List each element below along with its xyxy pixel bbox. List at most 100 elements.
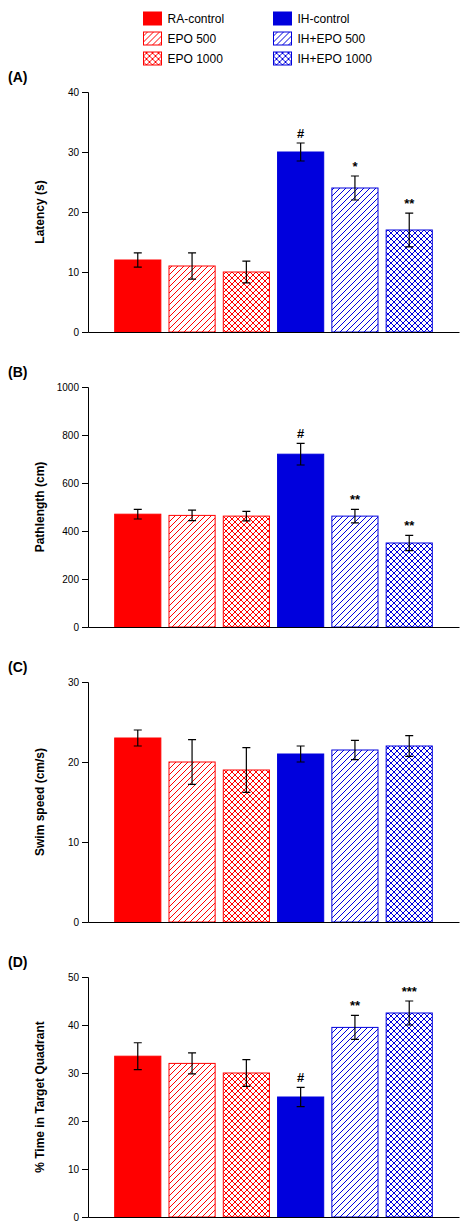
legend-swatch <box>274 52 292 65</box>
legend-label: IH-control <box>298 12 350 26</box>
legend-label: IH+EPO 1000 <box>298 52 373 66</box>
y-tick: 20 <box>68 757 88 768</box>
error-bar <box>188 1053 196 1074</box>
legend-label: RA-control <box>168 12 225 26</box>
panel-title: (C) <box>8 659 27 675</box>
y-axis-line <box>82 93 89 333</box>
bar <box>223 516 269 627</box>
plot-area <box>115 443 433 627</box>
y-tick-label: 0 <box>73 917 79 928</box>
y-tick: 600 <box>62 478 88 489</box>
panel: #***010203040Latency (s)(A) <box>8 69 460 338</box>
y-tick-mark <box>82 682 88 683</box>
y-label: Pathlength (cm) <box>33 462 47 553</box>
y-label: Swim speed (cm/s) <box>33 748 47 856</box>
bar <box>115 738 161 922</box>
y-tick-mark <box>82 483 88 484</box>
y-axis-line <box>82 683 89 923</box>
panel: 0102030Swim speed (cm/s)(C) <box>8 659 460 928</box>
y-axis-line <box>82 978 89 1218</box>
x-axis-line <box>89 332 460 333</box>
y-tick-label: 40 <box>68 1020 80 1031</box>
y-tick: 200 <box>62 574 88 585</box>
y-tick: 50 <box>68 972 88 983</box>
x-axis-line <box>89 922 460 923</box>
error-bar <box>188 510 196 521</box>
y-tick-label: 10 <box>68 1164 80 1175</box>
y-tick-label: 40 <box>68 87 80 98</box>
y-tick: 0 <box>73 1212 88 1223</box>
panel: #*****01020304050% Time in Target Quadra… <box>8 954 460 1223</box>
y-tick-mark <box>82 977 88 978</box>
bar <box>332 1027 378 1217</box>
y-tick-mark <box>82 922 88 923</box>
error-bar <box>405 1001 413 1025</box>
error-bar <box>297 143 305 161</box>
y-axis: 0102030 <box>68 677 89 928</box>
y-tick-mark <box>82 212 88 213</box>
y-tick-label: 30 <box>68 1068 80 1079</box>
panel-title: (A) <box>8 69 27 85</box>
error-bar <box>134 1043 142 1070</box>
annotation: # <box>297 426 305 441</box>
y-tick-label: 0 <box>73 1212 79 1223</box>
bar <box>278 1097 324 1217</box>
bar <box>115 514 161 627</box>
y-tick-mark <box>82 152 88 153</box>
x-axis <box>89 332 460 334</box>
legend-item: IH+EPO 1000 <box>274 52 373 66</box>
bar <box>332 516 378 627</box>
legend-swatch <box>144 12 162 25</box>
chart: #***010203040Latency (s)(A)RA-controlEPO… <box>0 0 474 1227</box>
y-tick: 30 <box>68 677 88 688</box>
y-tick-label: 30 <box>68 147 80 158</box>
y-tick-mark <box>82 1217 88 1218</box>
y-tick-mark <box>82 1169 88 1170</box>
annotation: ** <box>404 196 415 211</box>
bar <box>169 762 215 922</box>
y-tick-mark <box>82 332 88 333</box>
legend-swatch <box>274 32 292 45</box>
error-bar <box>351 509 359 522</box>
x-axis-line <box>89 1217 460 1218</box>
error-bar <box>405 736 413 757</box>
y-tick: 400 <box>62 526 88 537</box>
y-tick-mark <box>82 579 88 580</box>
error-bar <box>405 213 413 247</box>
y-tick: 30 <box>68 1068 88 1079</box>
y-tick-label: 20 <box>68 757 80 768</box>
plot-area <box>115 143 433 332</box>
y-tick-label: 30 <box>68 677 80 688</box>
bar <box>223 1073 269 1217</box>
legend-label: IH+EPO 500 <box>298 32 366 46</box>
bar <box>115 1056 161 1217</box>
y-axis-line <box>82 388 89 628</box>
x-axis-line <box>89 627 460 628</box>
annotation: ** <box>404 518 415 533</box>
error-bar <box>405 535 413 550</box>
x-axis <box>89 627 460 629</box>
bar <box>169 1063 215 1217</box>
y-tick-label: 0 <box>73 327 79 338</box>
legend-item: EPO 1000 <box>144 52 224 66</box>
y-tick-label: 800 <box>62 430 79 441</box>
y-tick: 20 <box>68 207 88 218</box>
error-bar <box>134 253 142 267</box>
annotation: *** <box>402 984 418 999</box>
annotation: * <box>352 159 358 174</box>
annotation: ** <box>350 492 361 507</box>
y-tick: 0 <box>73 327 88 338</box>
error-bar <box>351 740 359 759</box>
error-bar <box>351 176 359 200</box>
y-axis: 02004006008001000 <box>57 382 89 633</box>
bar <box>278 152 324 332</box>
panel-title: (B) <box>8 364 27 380</box>
x-axis <box>89 922 460 924</box>
x-axis <box>89 1217 460 1219</box>
legend: RA-control EPO 500 EPO 1000 IH-control IH+EP… <box>144 12 373 66</box>
legend-item: EPO 500 <box>144 32 217 46</box>
y-label: % Time in Target Quadrant <box>33 1021 47 1173</box>
legend-item: IH+EPO 500 <box>274 32 366 46</box>
bar <box>386 543 432 627</box>
legend-item: RA-control <box>144 12 225 26</box>
